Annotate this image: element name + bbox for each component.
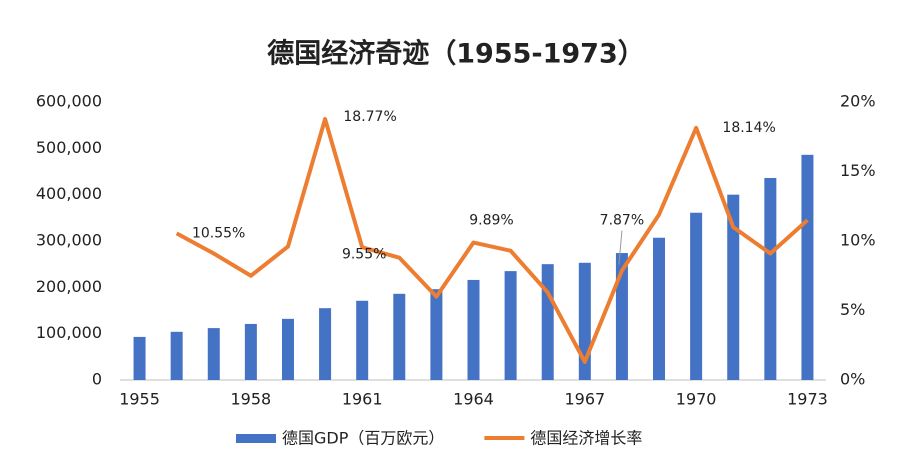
bar <box>356 300 369 380</box>
y-tick-label: 300,000 <box>36 231 102 250</box>
y-tick-label: 100,000 <box>36 323 102 342</box>
y-tick-label: 600,000 <box>36 92 102 111</box>
bar <box>615 253 628 380</box>
y2-tick-label: 15% <box>840 161 876 180</box>
data-label: 10.55% <box>192 225 245 241</box>
data-label: 9.55% <box>342 246 386 262</box>
bar <box>133 336 146 380</box>
data-label: 9.89% <box>469 213 513 229</box>
bar <box>430 289 443 380</box>
y-tick-label: 0 <box>92 370 102 389</box>
y2-tick-label: 20% <box>840 92 876 111</box>
bar <box>467 279 480 380</box>
chart-title: 德国经济奇迹（1955-1973） <box>267 38 645 70</box>
legend-label: 德国GDP（百万欧元） <box>282 429 444 448</box>
bar <box>207 328 220 380</box>
data-label: 7.87% <box>600 213 644 229</box>
x-tick-label: 1970 <box>676 390 717 409</box>
x-tick-label: 1961 <box>342 390 383 409</box>
legend-swatch <box>236 434 276 443</box>
x-tick-label: 1967 <box>564 390 605 409</box>
bar <box>764 177 777 380</box>
line <box>175 117 809 364</box>
bar <box>319 308 332 380</box>
y-tick-label: 200,000 <box>36 277 102 296</box>
x-tick-label: 1973 <box>787 390 828 409</box>
x-tick-label: 1958 <box>231 390 272 409</box>
y2-tick-label: 0% <box>840 370 865 389</box>
bar <box>504 271 517 380</box>
leader-line <box>618 230 623 265</box>
data-label: 18.14% <box>722 120 775 136</box>
x-tick-label: 1964 <box>453 390 494 409</box>
y-tick-label: 400,000 <box>36 184 102 203</box>
legend-label: 德国经济增长率 <box>530 429 642 448</box>
y-tick-label: 500,000 <box>36 138 102 157</box>
y2-tick-label: 10% <box>840 231 876 250</box>
data-label: 18.77% <box>343 109 396 125</box>
bar <box>244 323 257 380</box>
bar <box>653 237 666 380</box>
bar <box>801 154 814 380</box>
bar <box>393 293 406 380</box>
bar <box>281 318 294 380</box>
bar <box>170 331 183 380</box>
bar <box>541 264 554 380</box>
bar <box>727 194 740 380</box>
x-tick-label: 1955 <box>119 390 160 409</box>
y2-tick-label: 5% <box>840 300 865 319</box>
bar <box>690 212 703 380</box>
